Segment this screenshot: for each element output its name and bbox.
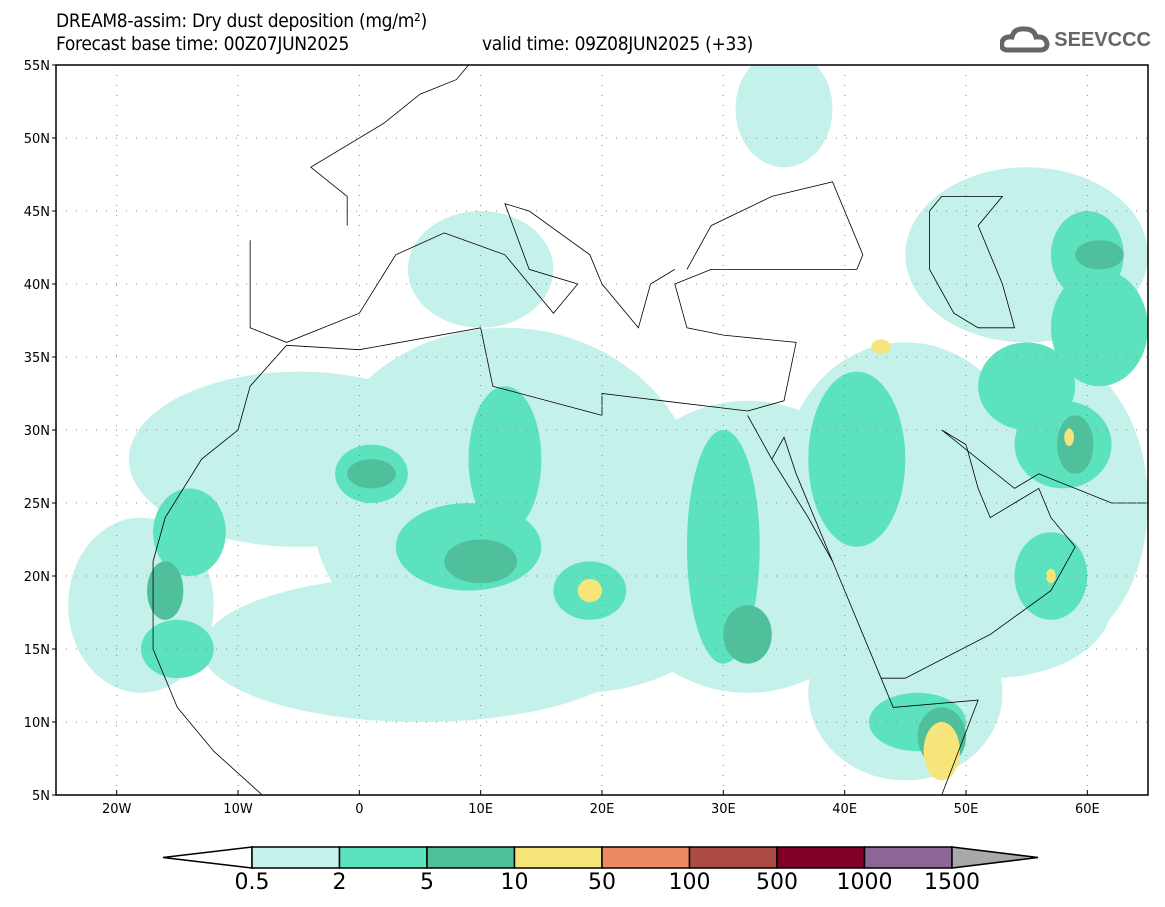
coastline: [747, 415, 979, 795]
lon-label: 40E: [832, 802, 857, 817]
lon-label: 0: [355, 802, 363, 817]
lat-label: 10N: [24, 716, 50, 731]
lat-label: 45N: [24, 205, 50, 220]
colorbar-label: 0.5: [234, 870, 270, 895]
dust-region: [407, 211, 554, 328]
colorbar-label: 10: [500, 870, 529, 895]
valid-time: valid time: 09Z08JUN2025 (+33): [482, 33, 754, 55]
lon-label: 60E: [1075, 802, 1100, 817]
gridlines: [52, 64, 1148, 796]
lat-label: 35N: [24, 351, 50, 366]
map-title: DREAM8-assim: Dry dust deposition (mg/m²…: [56, 10, 427, 32]
forecast-base-time: Forecast base time: 00Z07JUN2025: [56, 33, 350, 55]
colorbar-swatch: [776, 846, 866, 869]
coastline: [310, 65, 469, 226]
colorbar-swatch: [251, 846, 341, 869]
colorbar-swatch: [863, 846, 953, 869]
dust-region: [468, 386, 542, 533]
dust-region: [735, 65, 833, 168]
lon-label: 50E: [954, 802, 979, 817]
dust-region: [577, 578, 602, 603]
coastline: [881, 429, 1148, 679]
colorbar-swatch: [426, 846, 516, 869]
seevccc-logo: SEEVCCC: [1000, 26, 1151, 54]
dust-region: [923, 722, 960, 781]
colorbar-under-arrow: [162, 846, 253, 869]
coastlines: [152, 65, 1148, 795]
colorbar-label: 5: [420, 870, 434, 895]
lat-label: 40N: [24, 278, 50, 293]
coastline: [771, 436, 833, 562]
lon-label: 10W: [223, 802, 253, 817]
dust-region: [347, 459, 396, 489]
colorbar-label: 50: [588, 870, 616, 895]
colorbar-over-arrow: [951, 846, 1039, 869]
lon-label: 10E: [468, 802, 493, 817]
lat-label: 20N: [24, 570, 50, 585]
colorbar-label: 500: [756, 870, 798, 895]
dust-deposition-field: [68, 65, 1148, 781]
lat-label: 25N: [24, 497, 50, 512]
colorbar-label: 100: [668, 870, 711, 895]
dust-region: [808, 371, 906, 547]
dust-region: [140, 619, 214, 679]
colorbar-swatch: [513, 846, 603, 869]
coastline: [152, 561, 263, 795]
colorbar-swatch: [338, 846, 428, 869]
lon-label: 30E: [711, 802, 736, 817]
colorbar-label: 1500: [924, 870, 980, 895]
coastline: [929, 195, 1016, 329]
lat-label: 30N: [24, 424, 50, 439]
dust-region: [1046, 568, 1056, 584]
coastline: [152, 254, 864, 562]
dust-region: [1064, 428, 1074, 447]
colorbar-label: 1000: [836, 870, 893, 895]
colorbar-label: 2: [332, 870, 347, 895]
cloud-icon: [1000, 26, 1050, 53]
lat-label: 5N: [32, 789, 50, 804]
dust-region: [871, 339, 891, 355]
dust-region: [147, 561, 184, 620]
lat-label: 50N: [24, 132, 50, 147]
dust-region: [723, 605, 772, 664]
map-frame: [55, 64, 1149, 796]
dust-region: [1057, 415, 1094, 474]
dust-region: [686, 430, 760, 664]
dust-region: [1075, 240, 1124, 270]
coastline: [686, 181, 864, 270]
logo-text: SEEVCCC: [1054, 28, 1151, 51]
coastline: [249, 203, 676, 343]
lon-label: 20W: [102, 802, 132, 817]
dust-region: [153, 488, 226, 576]
colorbar-swatch: [601, 846, 691, 869]
dust-region: [1050, 269, 1148, 387]
dust-region: [444, 539, 518, 584]
lat-label: 55N: [24, 59, 50, 74]
lat-label: 15N: [24, 643, 50, 658]
lon-label: 20E: [590, 802, 615, 817]
colorbar-swatch: [688, 846, 778, 869]
